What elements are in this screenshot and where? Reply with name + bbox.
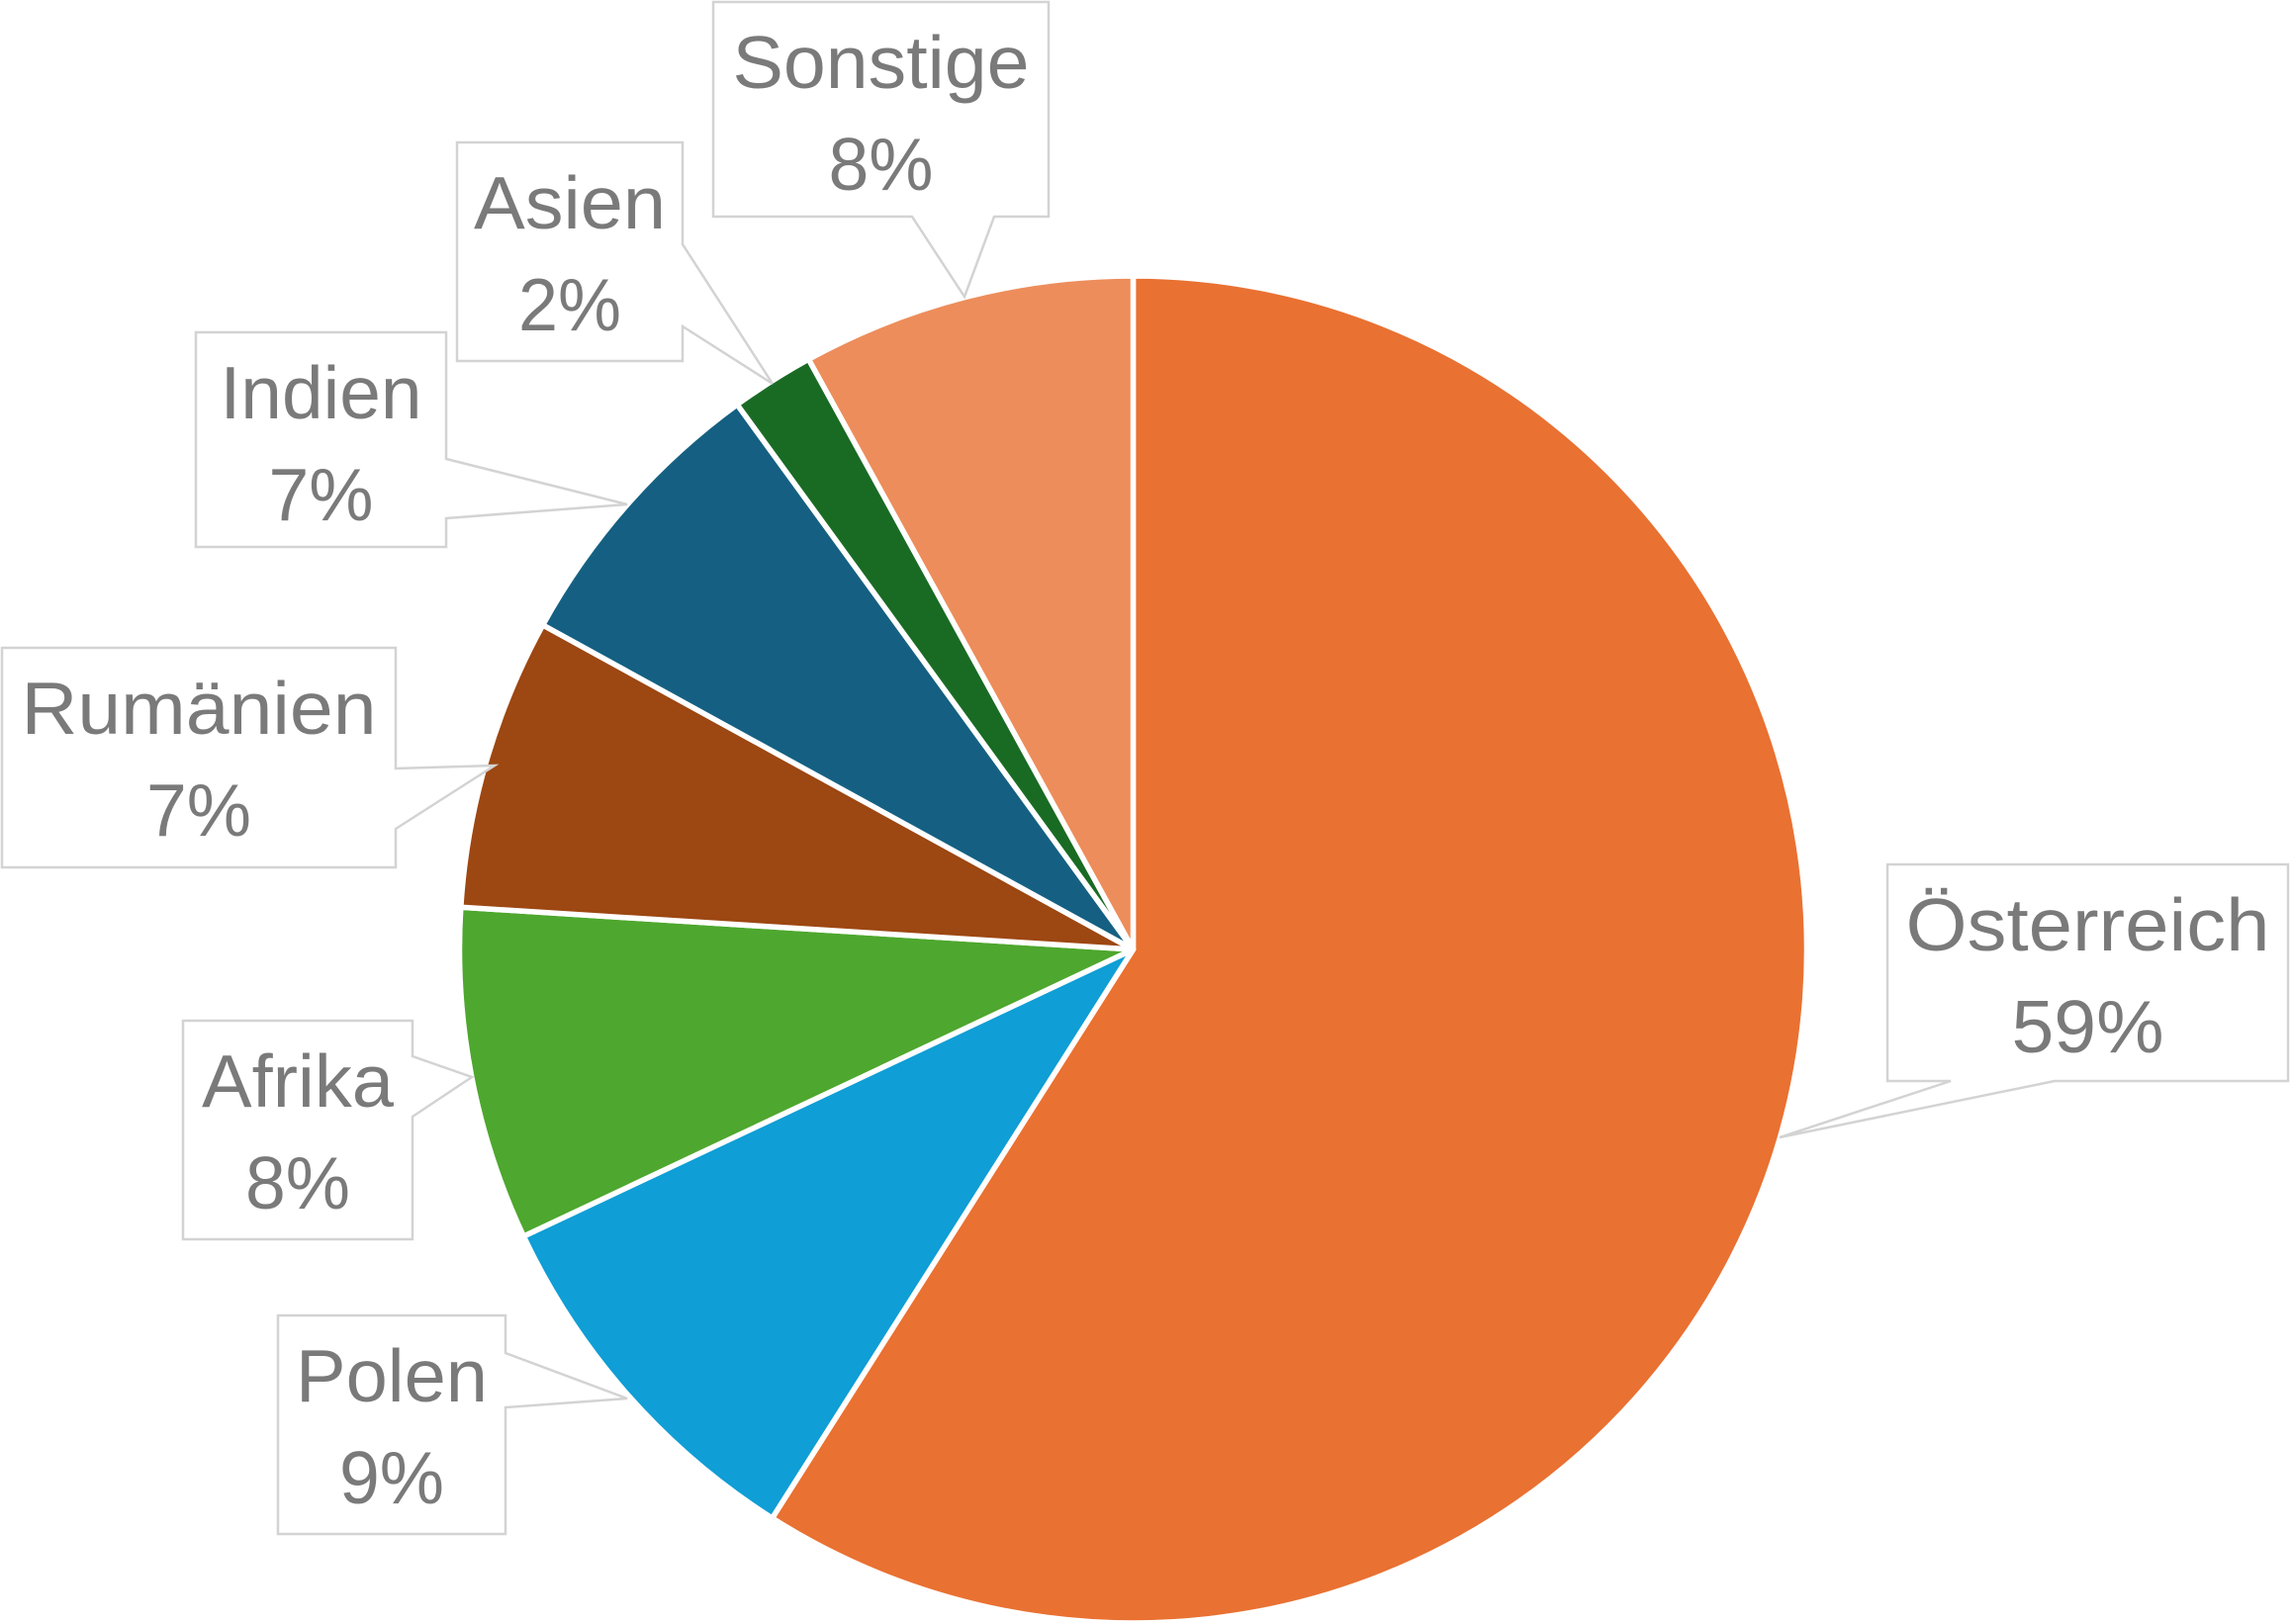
svg-text:7%: 7% [146, 768, 251, 852]
svg-text:Rumänien: Rumänien [22, 667, 377, 750]
svg-text:Polen: Polen [296, 1334, 488, 1417]
svg-text:Österreich: Österreich [1906, 883, 2270, 966]
svg-text:8%: 8% [245, 1141, 350, 1224]
svg-text:Asien: Asien [474, 161, 666, 244]
svg-text:Sonstige: Sonstige [733, 21, 1030, 104]
svg-text:Afrika: Afrika [202, 1039, 394, 1123]
svg-text:9%: 9% [339, 1436, 444, 1519]
svg-text:2%: 2% [518, 263, 621, 346]
svg-text:8%: 8% [829, 123, 934, 206]
svg-text:Indien: Indien [221, 351, 422, 434]
svg-text:59%: 59% [2012, 985, 2164, 1068]
svg-text:7%: 7% [269, 453, 374, 536]
